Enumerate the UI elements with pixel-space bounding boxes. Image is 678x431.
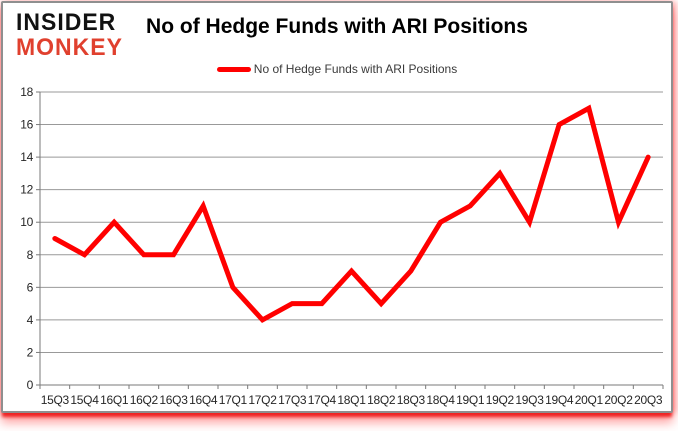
insider-monkey-logo: INSIDER MONKEY <box>16 9 123 59</box>
x-tick-label: 19Q4 <box>545 393 574 407</box>
x-tick-label: 19Q1 <box>456 393 485 407</box>
x-tick-label: 18Q4 <box>426 393 455 407</box>
legend-label: No of Hedge Funds with ARI Positions <box>253 62 458 76</box>
chart-title: No of Hedge Funds with ARI Positions <box>146 15 528 38</box>
x-tick-label: 17Q2 <box>248 393 277 407</box>
x-tick-label: 15Q3 <box>41 393 70 407</box>
x-tick-label: 19Q2 <box>486 393 515 407</box>
series-line <box>52 104 651 324</box>
y-tick-label: 12 <box>20 183 33 197</box>
y-tick-label: 0 <box>27 378 34 392</box>
x-tick-label: 17Q4 <box>308 393 337 407</box>
logo-line-monkey: MONKEY <box>16 33 123 61</box>
x-tick-label: 18Q3 <box>397 393 426 407</box>
logo-line-insider: INSIDER <box>16 7 117 36</box>
x-tick-label: 16Q3 <box>159 393 188 407</box>
x-tick-label: 17Q1 <box>219 393 248 407</box>
x-tick-label: 18Q1 <box>337 393 366 407</box>
legend-line-swatch <box>216 66 251 72</box>
y-tick-label: 14 <box>20 150 33 164</box>
x-tick-label: 20Q1 <box>575 393 604 407</box>
chart-legend: No of Hedge Funds with ARI Positions <box>3 62 671 76</box>
x-tick-label: 15Q4 <box>70 393 99 407</box>
y-tick-label: 8 <box>27 248 34 262</box>
x-tick-label: 16Q2 <box>130 393 159 407</box>
chart-card: INSIDER MONKEY No of Hedge Funds with AR… <box>1 1 673 413</box>
y-tick-label: 18 <box>20 85 33 99</box>
x-tick-label: 19Q3 <box>515 393 544 407</box>
x-tick-label: 16Q1 <box>100 393 129 407</box>
y-tick-label: 6 <box>27 280 34 294</box>
x-tick-label: 20Q2 <box>604 393 633 407</box>
x-tick-label: 18Q2 <box>367 393 396 407</box>
x-tick-label: 17Q3 <box>278 393 307 407</box>
y-tick-label: 16 <box>20 118 33 132</box>
y-tick-label: 2 <box>27 345 34 359</box>
y-tick-label: 10 <box>20 215 33 229</box>
x-tick-label: 20Q3 <box>634 393 663 407</box>
y-tick-label: 4 <box>27 313 34 327</box>
x-tick-label: 16Q4 <box>189 393 218 407</box>
